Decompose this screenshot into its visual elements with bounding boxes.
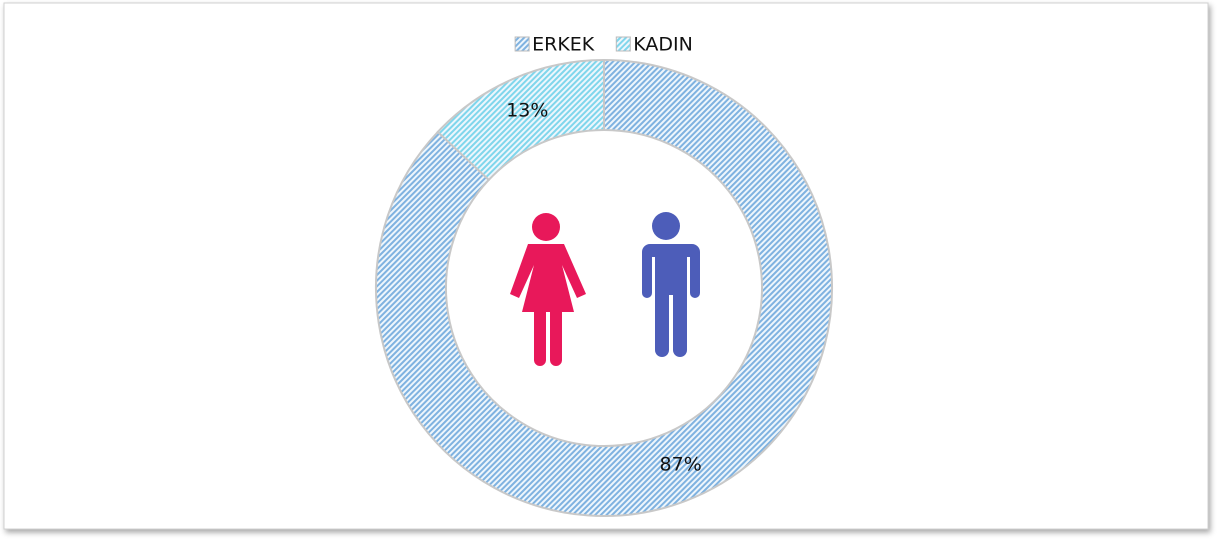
- legend-label: ERKEK: [532, 34, 595, 56]
- data-label: 13%: [506, 99, 548, 121]
- data-label: 87%: [660, 454, 702, 476]
- man-icon: [640, 212, 700, 357]
- legend-swatch: [514, 36, 530, 52]
- legend-label: KADIN: [633, 34, 693, 56]
- legend-swatch: [615, 36, 631, 52]
- donut-slice: [375, 58, 833, 517]
- woman-icon: [510, 213, 586, 366]
- donut-slice: [436, 58, 605, 182]
- legend: ERKEK KADIN: [514, 34, 693, 56]
